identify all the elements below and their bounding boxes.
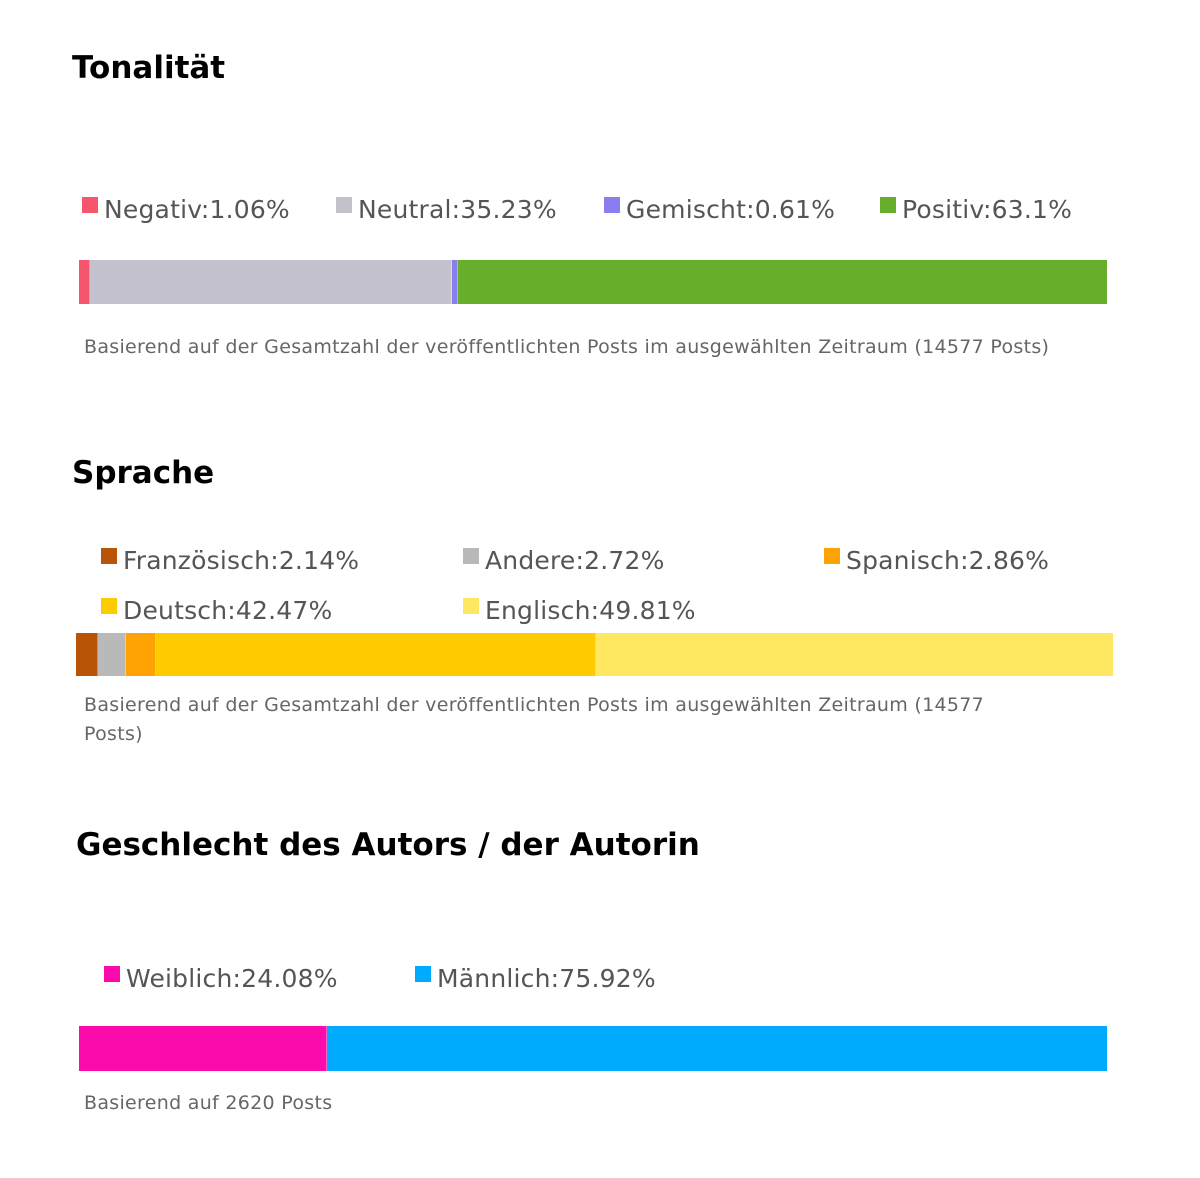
legend-item-deutsch: Deutsch:42.47%: [101, 594, 332, 626]
legend-swatch-gemischt: [604, 197, 620, 213]
legend-label-negativ: Negativ:1.06%: [104, 194, 290, 224]
legend-item-weiblich: Weiblich:24.08%: [104, 962, 338, 994]
bar-segment-spanisch: [126, 633, 157, 676]
legend-label-gemischt: Gemischt:0.61%: [626, 194, 836, 224]
tonality-note: Basierend auf der Gesamtzahl der veröffe…: [84, 336, 1050, 358]
tonality-title: Tonalität: [72, 50, 226, 86]
legend-swatch-neutral: [336, 197, 352, 213]
bar-segment-deutsch: [156, 633, 597, 676]
legend-item-franzoesisch: Französisch:2.14%: [101, 544, 359, 576]
legend-label-neutral: Neutral:35.23%: [358, 194, 557, 224]
legend-label-englisch: Englisch:49.81%: [485, 595, 696, 625]
tonality-stacked-bar: [79, 260, 1107, 304]
legend-swatch-weiblich: [104, 966, 120, 982]
bar-segment-andere: [98, 633, 127, 676]
bar-segment-negativ: [79, 260, 90, 304]
language-stacked-bar: [76, 633, 1113, 676]
language-note: Basierend auf der Gesamtzahl der veröffe…: [84, 691, 984, 749]
legend-swatch-spanisch: [824, 548, 840, 564]
legend-swatch-negativ: [82, 197, 98, 213]
gender-note: Basierend auf 2620 Posts: [84, 1092, 333, 1114]
bar-segment-neutral: [89, 260, 453, 304]
legend-label-positiv: Positiv:63.1%: [902, 194, 1073, 224]
legend-swatch-positiv: [880, 197, 896, 213]
legend-swatch-maennlich: [415, 966, 431, 982]
language-note-line2: Posts): [84, 723, 143, 745]
bar-segment-weiblich: [79, 1026, 327, 1071]
legend-label-andere: Andere:2.72%: [485, 545, 665, 575]
bar-segment-englisch: [596, 633, 1113, 676]
legend-item-spanisch: Spanisch:2.86%: [824, 544, 1049, 576]
legend-label-maennlich: Männlich:75.92%: [437, 963, 656, 993]
legend-item-maennlich: Männlich:75.92%: [415, 962, 656, 994]
legend-item-negativ: Negativ:1.06%: [82, 193, 290, 225]
legend-item-positiv: Positiv:63.1%: [880, 193, 1072, 225]
legend-label-franzoesisch: Französisch:2.14%: [123, 545, 360, 575]
legend-item-gemischt: Gemischt:0.61%: [604, 193, 835, 225]
bar-segment-französisch: [76, 633, 99, 676]
gender-stacked-bar: [79, 1026, 1107, 1071]
legend-swatch-englisch: [463, 598, 479, 614]
legend-label-weiblich: Weiblich:24.08%: [126, 963, 338, 993]
gender-title: Geschlecht des Autors / der Autorin: [76, 827, 700, 863]
bar-segment-gemischt: [452, 260, 459, 304]
legend-label-deutsch: Deutsch:42.47%: [123, 595, 333, 625]
legend-swatch-andere: [463, 548, 479, 564]
bar-segment-männlich: [326, 1026, 1107, 1071]
legend-item-englisch: Englisch:49.81%: [463, 594, 696, 626]
legend-swatch-deutsch: [101, 598, 117, 614]
legend-item-andere: Andere:2.72%: [463, 544, 665, 576]
legend-swatch-franzoesisch: [101, 548, 117, 564]
bar-segment-positiv: [458, 260, 1107, 304]
language-title: Sprache: [72, 455, 215, 491]
language-note-line1: Basierend auf der Gesamtzahl der veröffe…: [84, 694, 985, 716]
legend-item-neutral: Neutral:35.23%: [336, 193, 557, 225]
legend-label-spanisch: Spanisch:2.86%: [846, 545, 1050, 575]
